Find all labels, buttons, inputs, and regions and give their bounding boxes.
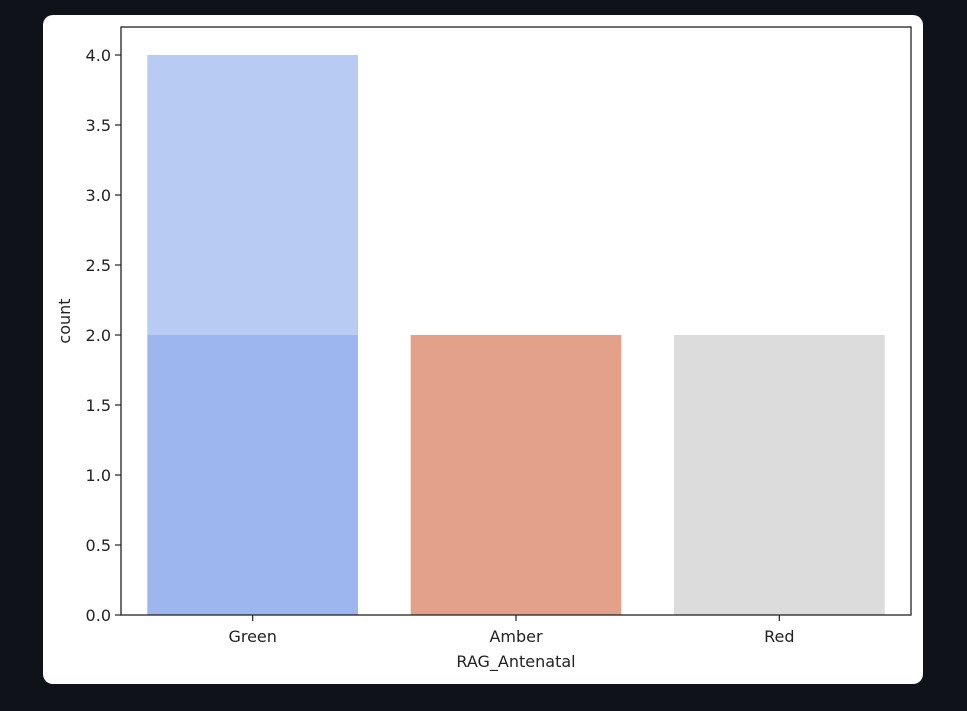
y-axis-label: count [55,298,74,343]
x-axis: Green Amber Red [228,615,795,646]
y-tick-label: 2.5 [86,256,111,275]
y-tick-label: 0.0 [86,606,111,625]
y-axis: 0.0 0.5 1.0 1.5 2.0 2.5 3.0 3.5 4.0 [86,46,121,625]
x-tick-label-red: Red [764,627,794,646]
bar-green-segment-2 [147,55,358,335]
y-tick-label: 2.0 [86,326,111,345]
y-tick-label: 3.0 [86,186,111,205]
bar-amber-segment-1 [410,335,622,615]
x-tick-label-green: Green [228,627,276,646]
bar-green-segment-1 [147,335,358,615]
y-tick-label: 4.0 [86,46,111,65]
y-tick-label: 3.5 [86,116,111,135]
bar-red-segment-1 [674,335,885,615]
y-tick-label: 1.0 [86,466,111,485]
bars-group [147,55,885,615]
x-axis-label: RAG_Antenatal [456,652,575,672]
y-tick-label: 0.5 [86,536,111,555]
y-tick-label: 1.5 [86,396,111,415]
x-tick-label-amber: Amber [489,627,543,646]
